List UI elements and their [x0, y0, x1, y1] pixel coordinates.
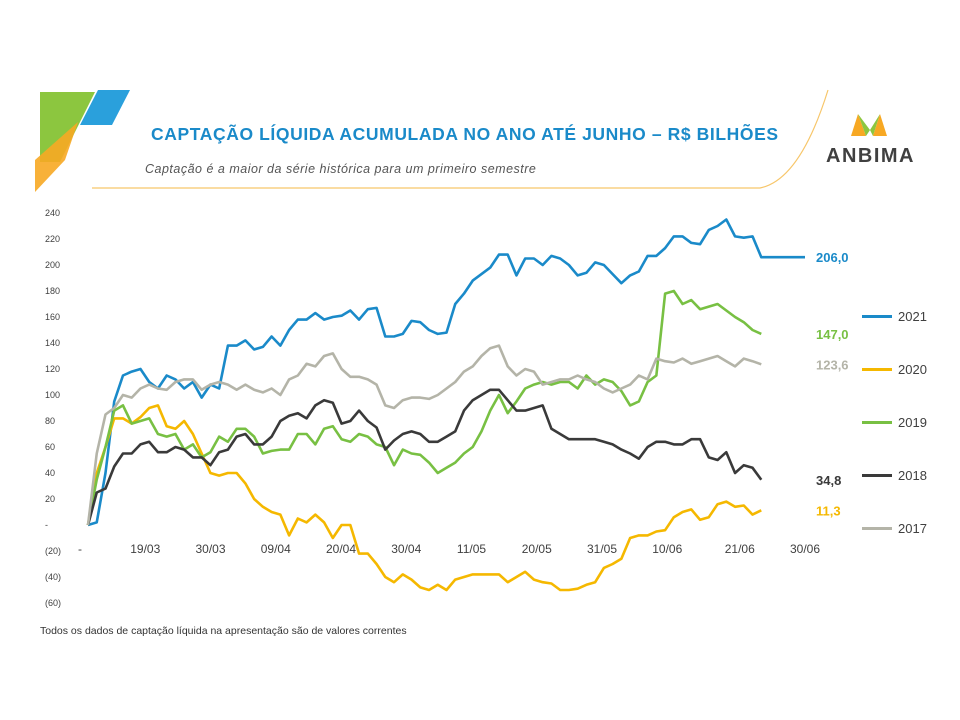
x-tick-label: 10/06	[652, 542, 682, 556]
y-tick-label: (40)	[45, 572, 61, 582]
y-tick-label: 160	[45, 312, 60, 322]
series-line-2019	[86, 289, 762, 526]
end-label-2021: 206,0	[816, 250, 849, 265]
legend-swatch	[862, 420, 892, 424]
x-tick-label: 11/05	[457, 542, 486, 556]
y-tick-label: 120	[45, 364, 60, 374]
legend-swatch	[862, 526, 892, 530]
legend-label: 2019	[898, 414, 927, 430]
series-line-2021	[87, 218, 805, 527]
legend-item-2017: 2017	[862, 518, 927, 538]
legend-item-2021: 2021	[862, 306, 927, 326]
legend-label: 2020	[898, 361, 927, 377]
series-lines	[86, 218, 805, 592]
y-tick-label: 180	[45, 286, 60, 296]
x-tick-label: 19/03	[130, 542, 160, 556]
x-tick-label: 20/05	[522, 542, 552, 556]
y-tick-label: (60)	[45, 598, 61, 608]
y-tick-label: 60	[45, 442, 55, 452]
series-line-2017	[86, 344, 762, 526]
legend-item-2018: 2018	[862, 465, 927, 485]
brand-name: ANBIMA	[826, 145, 915, 167]
footnote: Todos os dados de captação líquida na ap…	[40, 625, 407, 637]
x-tick-label: 31/05	[587, 542, 617, 556]
y-tick-label: 20	[45, 494, 55, 504]
y-tick-label: 220	[45, 234, 60, 244]
y-tick-label: 40	[45, 468, 55, 478]
chart-title: CAPTAÇÃO LÍQUIDA ACUMULADA NO ANO ATÉ JU…	[151, 124, 779, 144]
end-label-2018: 34,8	[816, 473, 841, 488]
y-tick-label: (20)	[45, 546, 61, 556]
x-tick-label: 30/04	[391, 542, 421, 556]
header-curve-line	[92, 89, 829, 189]
legend-swatch	[862, 473, 892, 477]
y-tick-label: 80	[45, 416, 55, 426]
logo-blue-shape	[80, 90, 130, 125]
y-tick-label: -	[45, 520, 48, 530]
end-label-2017: 123,6	[816, 357, 849, 372]
y-axis: 240 220 200 180 160 140 120 100 80 60 40 20 - (20) (40…	[45, 208, 61, 608]
logo-orange-shape	[35, 122, 78, 192]
x-axis: - 19/03 30/03 09/04 20/04 30/04 11/05 20/05 31/0…	[78, 542, 820, 556]
series-end-labels: 206,0 11,3 147,0 34,8 123,6	[816, 250, 849, 518]
end-label-2020: 11,3	[816, 503, 841, 518]
anbima-logo-icon	[851, 114, 887, 136]
series-line-2018	[86, 388, 763, 526]
y-tick-label: 240	[45, 208, 60, 218]
legend-label: 2021	[898, 308, 927, 324]
legend-swatch	[862, 367, 892, 371]
legend-item-2020: 2020	[862, 359, 927, 379]
legend-swatch	[862, 314, 892, 318]
x-tick-label: 30/06	[790, 542, 820, 556]
legend-label: 2018	[898, 467, 927, 483]
chart-subtitle: Captação é a maior da série histórica pa…	[145, 162, 537, 176]
x-tick-label: 30/03	[195, 542, 225, 556]
legend-item-2019: 2019	[862, 412, 927, 432]
x-tick-label: 21/06	[725, 542, 755, 556]
series-line-2020	[86, 404, 762, 592]
x-tick-label: -	[78, 542, 82, 556]
y-tick-label: 100	[45, 390, 60, 400]
x-tick-label: 09/04	[261, 542, 291, 556]
y-tick-label: 140	[45, 338, 60, 348]
end-label-2019: 147,0	[816, 327, 849, 342]
x-tick-label: 20/04	[326, 542, 356, 556]
y-tick-label: 200	[45, 260, 60, 270]
legend-label: 2017	[898, 520, 927, 536]
